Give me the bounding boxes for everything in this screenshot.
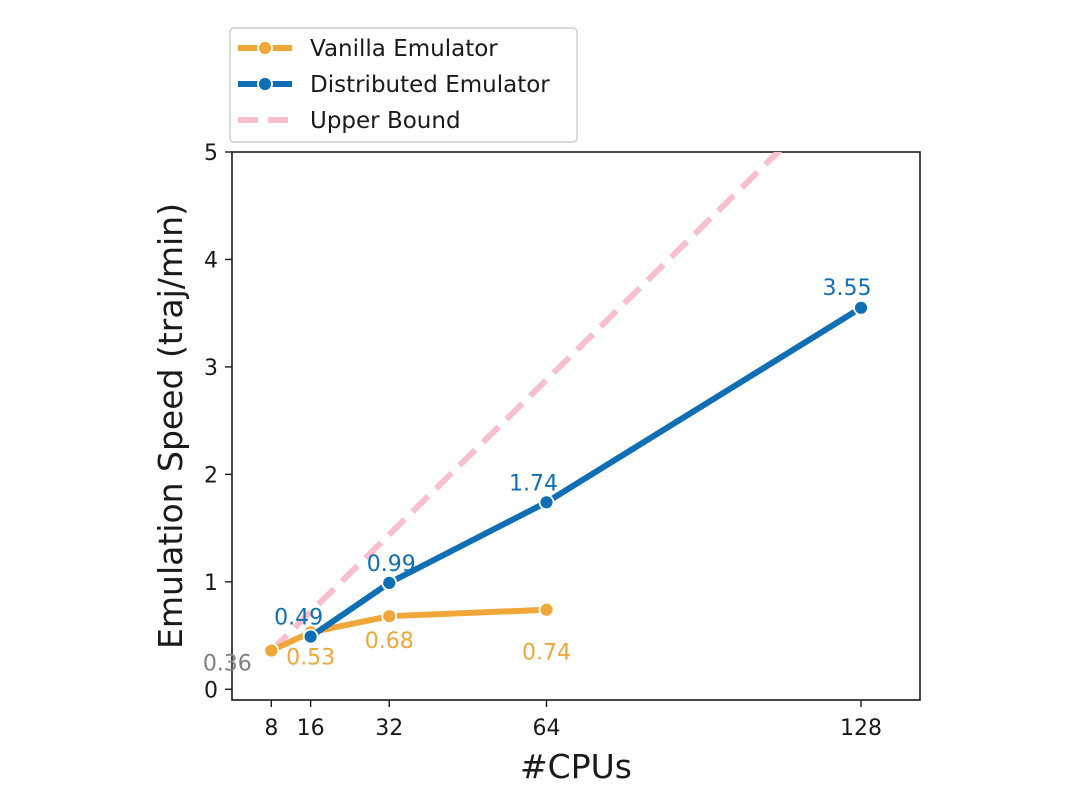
legend-label: Upper Bound bbox=[310, 108, 461, 134]
y-tick-label: 4 bbox=[204, 248, 218, 273]
x-axis-title: #CPUs bbox=[520, 747, 632, 786]
legend-label: Vanilla Emulator bbox=[310, 36, 498, 62]
x-tick-label: 32 bbox=[375, 716, 403, 741]
series-layer bbox=[263, 152, 869, 659]
x-tick-label: 64 bbox=[533, 716, 561, 741]
data-point bbox=[263, 642, 280, 659]
data-label: 0.36 bbox=[203, 652, 252, 677]
plot-frame bbox=[231, 151, 921, 701]
data-label: 0.99 bbox=[367, 552, 416, 577]
data-label: 1.74 bbox=[509, 471, 558, 496]
y-axis: 0 1 2 3 4 5 bbox=[204, 141, 232, 703]
data-labels: 0.36 0.53 0.68 0.74 0.49 0.99 1.74 3.55 bbox=[203, 276, 872, 677]
data-point bbox=[853, 299, 869, 316]
legend-label: Distributed Emulator bbox=[310, 72, 550, 98]
x-tick-label: 16 bbox=[297, 716, 325, 741]
data-point bbox=[302, 628, 319, 645]
y-tick-label: 5 bbox=[204, 141, 218, 166]
data-label: 3.55 bbox=[823, 276, 872, 301]
y-tick-label: 3 bbox=[204, 356, 218, 381]
series-line-vanilla-emulator bbox=[270, 606, 547, 654]
y-tick-label: 2 bbox=[204, 463, 218, 488]
x-axis: 8 16 32 64 128 bbox=[264, 700, 882, 741]
data-point bbox=[538, 494, 555, 511]
legend-marker bbox=[257, 76, 273, 92]
series-line-distributed-emulator bbox=[308, 305, 863, 640]
x-tick-label: 128 bbox=[840, 716, 882, 741]
legend-marker bbox=[257, 40, 273, 56]
data-point bbox=[381, 574, 398, 591]
y-axis-title: Emulation Speed (traj/min) bbox=[151, 203, 190, 649]
y-tick-label: 1 bbox=[204, 571, 218, 596]
series-line-upper-bound bbox=[269, 152, 783, 653]
data-point bbox=[381, 608, 398, 625]
data-label: 0.49 bbox=[274, 606, 323, 631]
legend: Vanilla Emulator Distributed Emulator Uppe… bbox=[229, 27, 578, 143]
legend-box bbox=[229, 27, 578, 143]
x-tick-label: 8 bbox=[264, 716, 278, 741]
data-label: 0.74 bbox=[522, 641, 571, 666]
data-point bbox=[538, 601, 555, 618]
data-label: 0.68 bbox=[365, 629, 414, 654]
data-label: 0.53 bbox=[286, 645, 335, 670]
y-tick-label: 0 bbox=[204, 678, 218, 703]
